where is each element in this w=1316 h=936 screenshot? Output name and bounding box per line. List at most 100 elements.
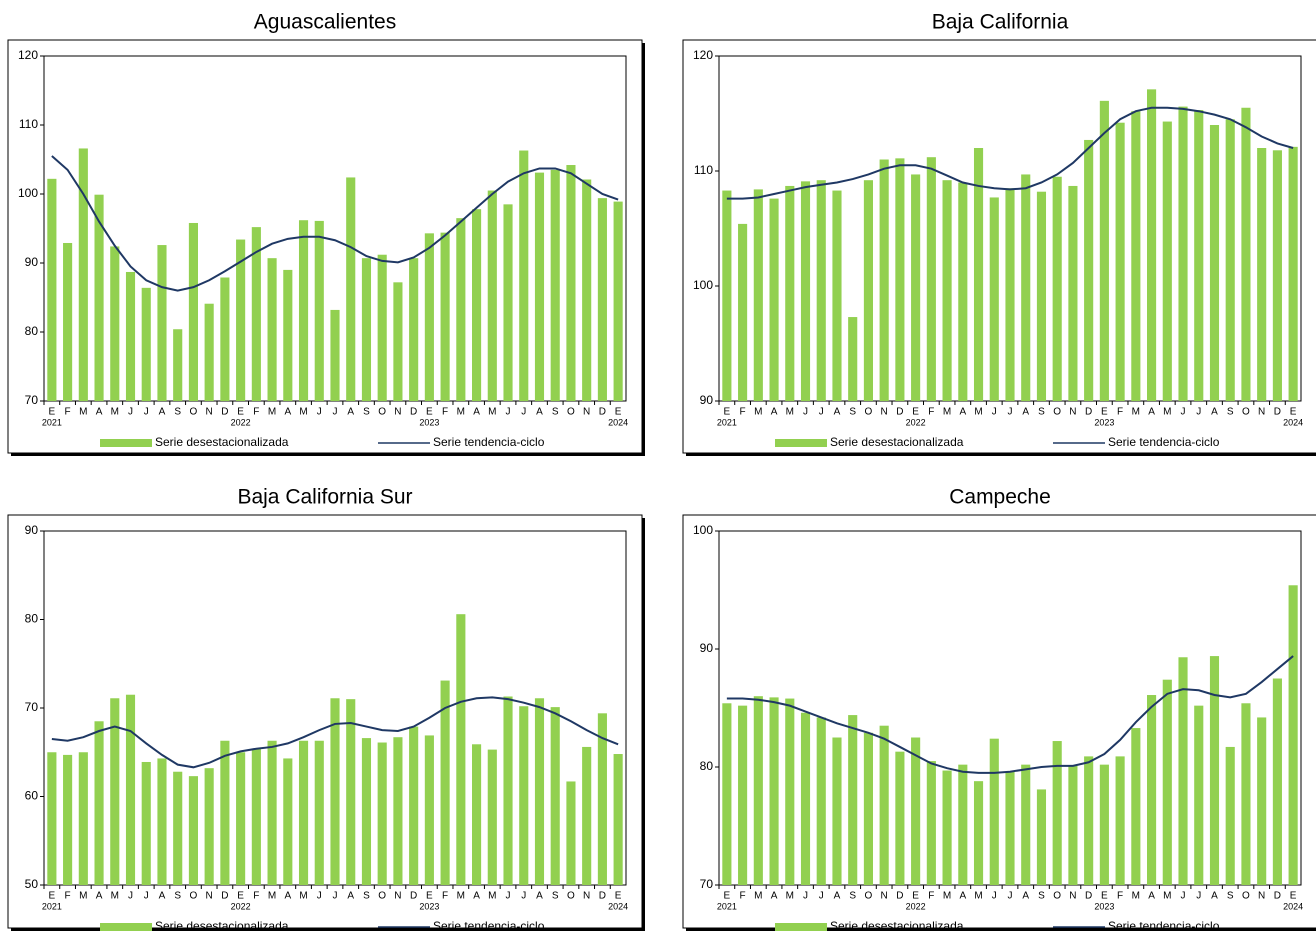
x-tick-label: N	[206, 407, 213, 418]
x-tick-label: N	[1258, 407, 1265, 418]
x-tick-label: N	[1069, 407, 1076, 418]
x-tick-label: J	[1008, 407, 1013, 418]
y-tick-label: 100	[693, 278, 713, 292]
bar	[173, 771, 183, 885]
x-year-label: 2024	[1283, 901, 1303, 911]
bar	[141, 287, 151, 401]
bar	[785, 698, 795, 885]
x-year-label: 2022	[231, 901, 251, 911]
bar	[519, 150, 529, 401]
x-year-label: 2021	[42, 901, 62, 911]
x-tick-label: M	[754, 407, 762, 418]
bar	[816, 717, 826, 885]
x-tick-label: A	[959, 407, 966, 418]
bar	[1194, 110, 1204, 402]
x-tick-label: F	[253, 891, 259, 902]
x-year-label: 2023	[1094, 901, 1114, 911]
bar	[1052, 741, 1062, 885]
y-tick-label: 80	[700, 759, 714, 773]
x-tick-label: M	[111, 891, 119, 902]
x-tick-label: D	[599, 407, 606, 418]
bar	[800, 181, 811, 401]
bar	[926, 157, 936, 401]
x-tick-label: M	[943, 407, 951, 418]
bar	[1209, 656, 1220, 885]
bar	[204, 768, 214, 885]
x-tick-label: E	[49, 407, 56, 418]
legend-label: Serie desestacionalizada	[830, 435, 964, 449]
x-tick-label: A	[347, 891, 354, 902]
bar	[911, 174, 921, 401]
bar	[157, 758, 167, 885]
bar	[267, 258, 277, 401]
bar	[534, 698, 545, 885]
bar	[1162, 121, 1172, 402]
x-tick-label: A	[159, 407, 166, 418]
x-tick-label: M	[299, 891, 307, 902]
bar	[832, 737, 842, 885]
x-year-label: 2021	[717, 901, 737, 911]
x-tick-label: M	[111, 407, 119, 418]
x-tick-label: F	[65, 891, 71, 902]
bar	[125, 271, 136, 401]
x-tick-label: J	[144, 891, 149, 902]
bar	[173, 329, 183, 401]
bar	[973, 148, 984, 401]
legend-label: Serie tendencia-ciclo	[433, 435, 545, 449]
legend-label: Serie tendencia-ciclo	[1108, 435, 1220, 449]
x-tick-label: A	[1211, 891, 1218, 902]
bar	[753, 696, 763, 885]
bar	[1257, 717, 1267, 885]
x-tick-label: A	[159, 891, 166, 902]
x-tick-label: F	[442, 891, 448, 902]
bar	[738, 705, 748, 885]
bar	[942, 770, 952, 885]
bar	[487, 190, 497, 401]
x-tick-label: F	[928, 891, 934, 902]
bar	[424, 735, 434, 885]
y-tick-label: 90	[700, 393, 714, 407]
bar	[769, 198, 779, 401]
x-tick-label: F	[740, 407, 746, 418]
trend-line	[51, 155, 619, 292]
bar	[958, 182, 968, 401]
x-tick-label: A	[1148, 891, 1155, 902]
x-tick-label: O	[190, 407, 198, 418]
y-tick-label: 70	[700, 877, 714, 891]
legend-swatch	[775, 439, 827, 447]
x-tick-label: M	[79, 891, 87, 902]
x-tick-label: A	[473, 407, 480, 418]
bar	[47, 752, 57, 885]
bar	[1099, 764, 1109, 885]
bar	[722, 190, 732, 401]
y-tick-label: 50	[25, 877, 39, 891]
bar	[409, 258, 419, 401]
x-tick-label: M	[488, 407, 496, 418]
bar	[1084, 756, 1094, 885]
x-tick-label: E	[426, 407, 433, 418]
x-tick-label: A	[536, 407, 543, 418]
x-tick-label: F	[442, 407, 448, 418]
bar	[1162, 679, 1172, 885]
x-tick-label: M	[1163, 407, 1171, 418]
x-tick-label: A	[347, 407, 354, 418]
x-tick-label: M	[974, 407, 982, 418]
bar	[738, 223, 748, 401]
bar	[298, 740, 309, 885]
bar	[1021, 764, 1031, 885]
chart-title: Baja California Sur	[237, 486, 412, 509]
x-year-label: 2022	[231, 417, 251, 427]
x-tick-label: S	[363, 891, 370, 902]
x-tick-label: A	[959, 891, 966, 902]
x-tick-label: A	[771, 891, 778, 902]
bar	[314, 740, 324, 885]
x-tick-label: J	[506, 407, 511, 418]
x-tick-label: M	[786, 891, 794, 902]
x-tick-label: N	[1069, 891, 1076, 902]
bar	[393, 282, 403, 401]
chart-title: Campeche	[949, 486, 1051, 509]
legend-label: Serie desestacionalizada	[155, 435, 289, 449]
bar	[377, 742, 387, 885]
x-tick-label: O	[1053, 891, 1061, 902]
bar	[1288, 146, 1298, 401]
